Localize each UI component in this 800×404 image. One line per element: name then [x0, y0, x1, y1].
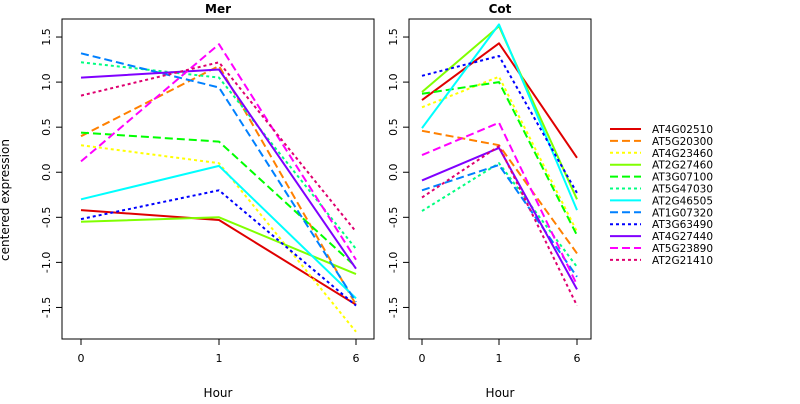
legend-label-at5g23890: AT5G23890 [652, 243, 713, 255]
legend-label-at2g27460: AT2G27460 [652, 160, 713, 172]
x-tick-label: 6 [574, 352, 581, 365]
series-line-at5g23890-mer [80, 43, 357, 261]
legend-label-at5g47030: AT5G47030 [652, 184, 713, 196]
series-line-at3g63490-mer [80, 189, 357, 307]
legend-label-at4g23460: AT4G23460 [652, 148, 713, 160]
x-tick-label: 6 [353, 352, 360, 365]
series-line-at1g07320-cot [421, 164, 578, 278]
y-tick-label: -0.5 [40, 207, 53, 228]
y-tick-label: -1.0 [40, 252, 53, 273]
y-tick-label: 1.5 [387, 28, 400, 46]
x-axis-label: Hour [204, 386, 233, 400]
panel-title-cot: Cot [489, 2, 512, 16]
series-line-at2g27460-mer [80, 216, 357, 276]
series-line-at5g47030-mer [80, 61, 357, 250]
y-tick-label: 0.5 [40, 118, 53, 135]
legend-label-at2g21410: AT2G21410 [652, 255, 713, 267]
series-line-at2g46505-cot [421, 23, 578, 211]
series-line-at5g23890-cot [421, 121, 578, 286]
legend-label-at1g07320: AT1G07320 [652, 207, 713, 219]
x-axis-label: Hour [486, 386, 515, 400]
series-line-at3g07100-mer [80, 131, 357, 268]
series-line-at3g07100-cot [421, 81, 578, 236]
series-line-at4g27440-cot [421, 146, 578, 290]
series-line-at3g63490-cot [421, 55, 578, 194]
series-line-at5g47030-cot [421, 162, 578, 268]
x-tick-label: 1 [216, 352, 223, 365]
series-line-at2g21410-mer [80, 61, 357, 233]
y-tick-label: 1.0 [387, 73, 400, 91]
y-tick-label: -1.5 [387, 297, 400, 318]
series-line-at5g20300-mer [80, 64, 357, 306]
legend-label-at3g63490: AT3G63490 [652, 219, 713, 231]
y-tick-label: 0.5 [387, 118, 400, 135]
x-tick-label: 1 [496, 352, 503, 365]
y-axis-label: centered expression [0, 139, 12, 261]
series-line-at4g02510-cot [421, 42, 578, 159]
legend-label-at4g27440: AT4G27440 [652, 231, 713, 243]
plot-frame-mer [61, 18, 375, 340]
y-tick-label: -0.5 [387, 207, 400, 228]
x-tick-label: 0 [419, 352, 426, 365]
series-line-at2g27460-cot [421, 25, 578, 200]
series-line-at4g23460-mer [80, 144, 357, 333]
y-tick-label: 0.0 [40, 163, 53, 181]
y-tick-label: -1.0 [387, 252, 400, 273]
series-line-at1g07320-mer [80, 52, 357, 303]
legend-label-at4g02510: AT4G02510 [652, 124, 713, 136]
panel-title-mer: Mer [205, 2, 231, 16]
series-line-at2g46505-mer [80, 164, 357, 300]
y-tick-label: 0.0 [387, 163, 400, 181]
legend-label-at3g07100: AT3G07100 [652, 172, 713, 184]
series-line-at4g23460-cot [421, 75, 578, 233]
x-tick-label: 0 [78, 352, 85, 365]
y-tick-label: 1.5 [40, 28, 53, 46]
legend-label-at2g46505: AT2G46505 [652, 195, 713, 207]
y-tick-label: 1.0 [40, 73, 53, 91]
series-line-at2g21410-cot [421, 145, 578, 307]
series-line-at4g27440-mer [80, 68, 357, 270]
y-tick-label: -1.5 [40, 297, 53, 318]
legend-label-at5g20300: AT5G20300 [652, 136, 713, 148]
